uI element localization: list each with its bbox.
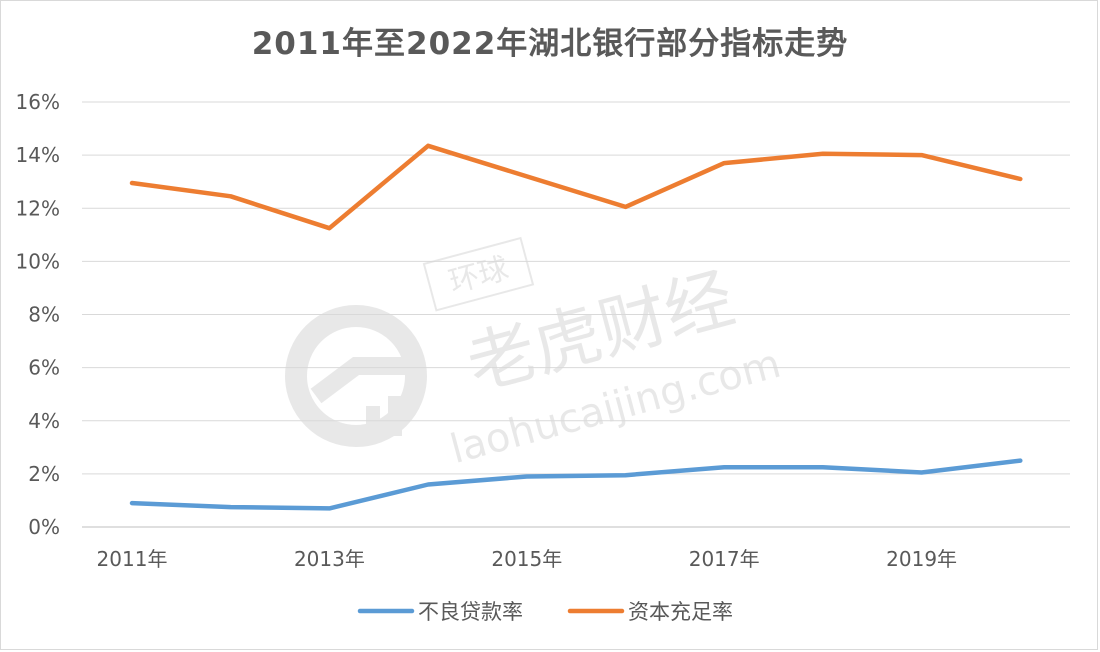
y-tick-label: 6%: [28, 356, 60, 380]
y-tick-label: 10%: [16, 249, 60, 273]
y-tick-label: 2%: [28, 462, 60, 486]
x-tick-label: 2015年: [491, 547, 562, 571]
x-tick-label: 2011年: [97, 547, 168, 571]
series-lines: [129, 143, 1023, 511]
legend-label: 不良贷款率: [418, 600, 523, 624]
legend-label: 资本充足率: [628, 600, 733, 624]
x-tick-label: 2019年: [886, 547, 957, 571]
y-tick-label: 14%: [16, 143, 60, 167]
series-line: [129, 143, 1023, 231]
watermark: 环球 老虎财经 laohucaijing.com: [285, 236, 785, 473]
y-tick-label: 12%: [16, 196, 60, 220]
y-axis-ticks: 0% 2% 4% 6% 8% 10% 12% 14% 16%: [16, 90, 60, 539]
chart-title: 2011年至2022年湖北银行部分指标走势: [251, 26, 849, 62]
y-tick-label: 4%: [28, 409, 60, 433]
grid: [82, 101, 1070, 528]
y-tick-label: 0%: [28, 515, 60, 539]
laohu-logo-icon: [285, 305, 427, 447]
y-tick-label: 16%: [16, 90, 60, 114]
x-tick-label: 2013年: [294, 547, 365, 571]
series-line: [129, 458, 1023, 511]
legend: 不良贷款率 资本充足率: [357, 600, 733, 624]
x-axis-ticks: 2011年 2013年 2015年 2017年 2019年: [97, 547, 958, 571]
x-tick-label: 2017年: [689, 547, 760, 571]
y-tick-label: 8%: [28, 303, 60, 327]
